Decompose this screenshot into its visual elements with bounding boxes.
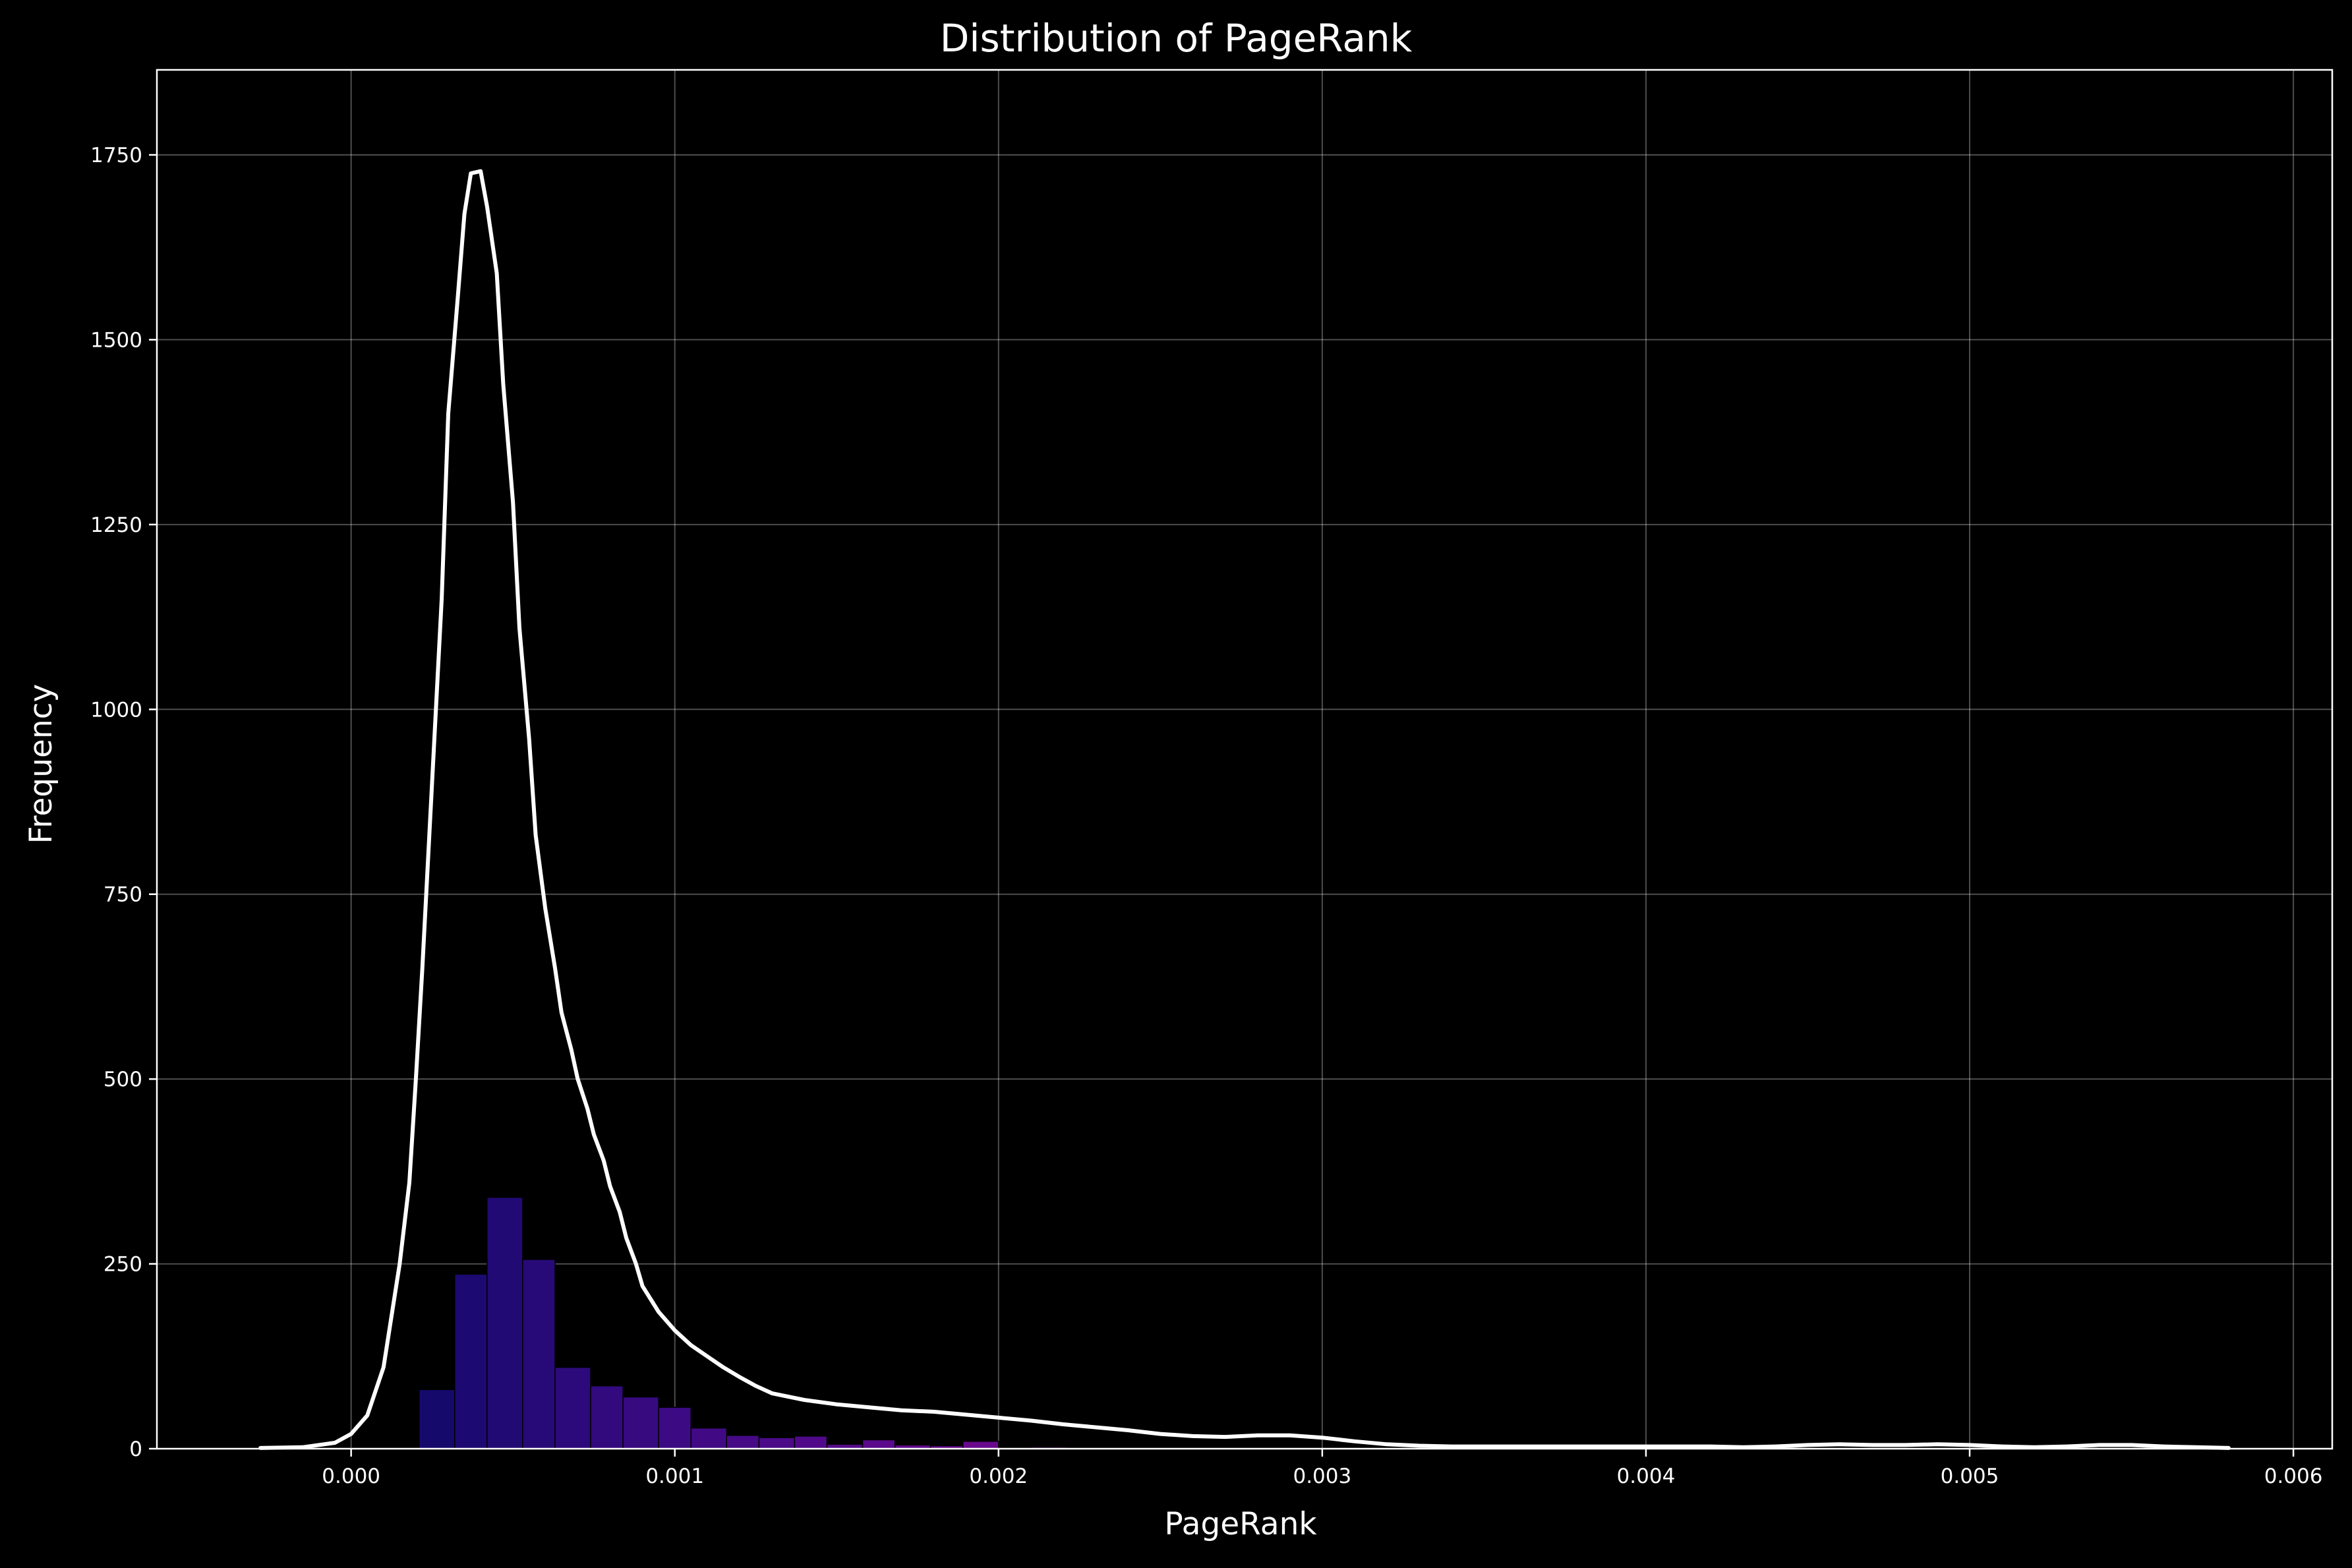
x-tick-label: 0.004 — [1617, 1465, 1676, 1488]
y-tick-label: 0 — [129, 1437, 142, 1461]
y-tick-label: 1750 — [90, 144, 142, 167]
grid-layer — [157, 70, 2332, 1449]
histogram-bar — [758, 1437, 796, 1449]
plot-frame — [156, 69, 2334, 1450]
density-curve-layer — [258, 169, 2231, 1450]
histogram-bar — [454, 1273, 488, 1449]
y-axis-label: Frequency — [23, 684, 59, 844]
y-tick-label: 1000 — [90, 698, 142, 722]
density-curve — [258, 169, 2231, 1450]
x-tick-label: 0.001 — [645, 1465, 704, 1488]
histogram-bar — [794, 1436, 828, 1449]
y-tick-label: 250 — [103, 1253, 142, 1277]
histogram-bar — [554, 1366, 591, 1449]
y-tick-label: 1500 — [90, 328, 142, 352]
histogram-bar — [522, 1259, 556, 1449]
histogram-bar — [622, 1396, 659, 1449]
x-tick-label: 0.000 — [322, 1465, 380, 1488]
y-tick-label: 500 — [103, 1068, 142, 1091]
y-tick-label: 1250 — [90, 513, 142, 537]
histogram-bars — [419, 1196, 1067, 1449]
histogram-bar — [419, 1389, 456, 1449]
histogram-bar — [726, 1435, 760, 1449]
chart-title: Distribution of PageRank — [940, 16, 1413, 61]
x-axis-label: PageRank — [1164, 1506, 1317, 1542]
histogram-bar — [658, 1407, 692, 1449]
histogram-bar — [486, 1196, 523, 1449]
x-tick-label: 0.006 — [2264, 1465, 2323, 1488]
histogram-bar — [590, 1385, 624, 1449]
y-tick-label: 750 — [103, 883, 142, 907]
x-tick-label: 0.005 — [1941, 1465, 1999, 1488]
x-tick-label: 0.002 — [969, 1465, 1028, 1488]
x-tick-label: 0.003 — [1293, 1465, 1351, 1488]
histogram-bar — [862, 1439, 896, 1449]
tick-layer: 0.000 0.001 0.002 0.003 0.004 0.005 0.006 0 250 5… — [90, 144, 2322, 1488]
histogram-bar — [962, 1441, 999, 1449]
histogram-bar — [690, 1427, 728, 1449]
